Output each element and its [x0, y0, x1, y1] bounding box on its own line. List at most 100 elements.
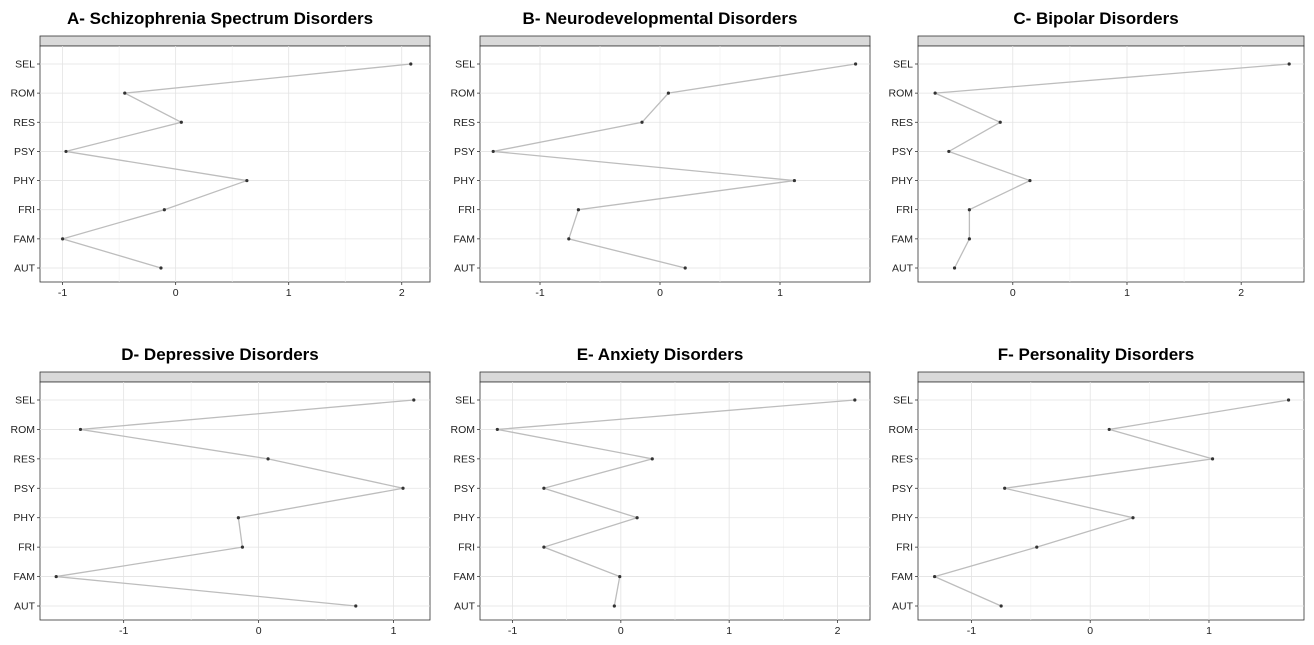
data-point	[933, 574, 937, 579]
x-tick-label: 2	[835, 625, 841, 637]
data-point	[635, 516, 639, 520]
chart-svg: -1 0 1 SEL ROM RES PSY PHY FRI FAM AUT	[889, 371, 1305, 637]
x-tick-label: 0	[1087, 625, 1093, 637]
facet-strip	[39, 371, 431, 383]
data-point	[245, 178, 249, 183]
data-point	[792, 178, 796, 183]
series-line	[497, 399, 855, 607]
y-tick-label: PHY	[453, 175, 475, 187]
facet-strip	[479, 35, 871, 47]
facet-strip	[917, 35, 1305, 47]
data-point	[640, 120, 644, 124]
y-tick-label: RES	[13, 117, 35, 129]
chart-svg: -1 0 1 SEL ROM RES PSY PHY FRI FAM AUT	[11, 371, 431, 637]
y-tick-label: SEL	[15, 59, 35, 71]
data-point	[666, 91, 670, 95]
x-tick-label: 1	[391, 625, 397, 637]
y-tick-label: AUT	[454, 263, 476, 275]
x-tick-label: 2	[1238, 287, 1244, 299]
x-tick-label: 1	[777, 287, 783, 299]
y-tick-label: SEL	[455, 59, 475, 71]
data-point	[542, 545, 546, 549]
x-tick-label: -1	[508, 625, 517, 637]
y-tick-label: SEL	[455, 395, 475, 407]
y-tick-label: ROM	[889, 424, 914, 436]
facet-strip	[39, 35, 431, 47]
panel-anxiety: E- Anxiety Disorders -1 0 1 2 SEL ROM RES PSY PH…	[440, 340, 880, 642]
series-line	[493, 63, 856, 269]
panel-title: F- Personality Disorders	[997, 345, 1195, 364]
chart-svg: -1 0 1 SEL ROM RES PSY PHY FRI FAM AUT	[451, 35, 871, 299]
plot-frame	[39, 381, 431, 621]
data-point	[412, 398, 416, 402]
data-point	[967, 237, 971, 241]
facet-strip	[479, 371, 871, 383]
y-tick-label: PHY	[13, 512, 35, 524]
y-tick-label: RES	[891, 453, 913, 465]
series-line	[60, 63, 411, 269]
plot-frame	[917, 381, 1305, 621]
data-point	[853, 398, 857, 402]
data-point	[683, 266, 687, 270]
y-tick-label: PSY	[454, 483, 475, 495]
data-point	[576, 208, 580, 212]
x-tick-label: -1	[535, 287, 544, 299]
x-tick-label: 2	[399, 287, 405, 299]
y-tick-label: AUT	[892, 263, 914, 275]
data-point	[612, 604, 616, 608]
y-tick-label: ROM	[451, 424, 476, 436]
y-tick-label: FRI	[458, 542, 475, 554]
y-tick-label: PSY	[454, 146, 475, 158]
x-tick-label: 1	[1206, 625, 1212, 637]
y-tick-label: FAM	[891, 571, 913, 583]
data-point	[491, 149, 495, 154]
y-tick-label: PSY	[892, 146, 913, 158]
data-point	[401, 486, 405, 490]
x-tick-label: 0	[1010, 287, 1016, 299]
plot-frame	[917, 45, 1305, 283]
y-tick-label: FRI	[18, 542, 35, 554]
data-point	[78, 427, 83, 432]
y-tick-label: RES	[891, 117, 913, 129]
data-point	[409, 62, 413, 66]
data-point	[159, 266, 163, 270]
data-point	[1107, 427, 1111, 432]
data-point	[354, 604, 358, 608]
data-point	[1210, 457, 1215, 461]
data-point	[567, 237, 571, 241]
panel-title: A- Schizophrenia Spectrum Disorders	[66, 9, 374, 28]
chart-svg: -1 0 1 2 SEL ROM RES PSY PHY FRI FAM AUT	[451, 371, 871, 637]
x-tick-label: 0	[657, 287, 663, 299]
data-point	[542, 486, 546, 490]
y-tick-label: ROM	[889, 88, 914, 100]
y-tick-label: ROM	[451, 88, 476, 100]
panel-title: C- Bipolar Disorders	[1013, 9, 1179, 28]
y-tick-label: RES	[13, 453, 35, 465]
y-tick-label: FRI	[896, 204, 913, 216]
data-point	[1028, 178, 1032, 183]
data-point	[650, 457, 654, 461]
x-tick-label: 1	[286, 287, 292, 299]
x-tick-label: 1	[726, 625, 732, 637]
plot-frame	[479, 45, 871, 283]
data-point	[998, 120, 1002, 124]
x-tick-label: 0	[256, 625, 262, 637]
data-point	[952, 266, 957, 270]
y-tick-label: PSY	[892, 483, 913, 495]
y-tick-label: SEL	[893, 59, 913, 71]
y-tick-label: PHY	[891, 512, 913, 524]
data-point	[1003, 486, 1007, 490]
y-tick-label: FRI	[458, 204, 475, 216]
data-point	[1286, 398, 1291, 402]
y-tick-label: SEL	[15, 395, 35, 407]
y-tick-label: FAM	[453, 233, 475, 245]
data-point	[967, 208, 971, 212]
data-point	[236, 516, 240, 520]
y-tick-label: SEL	[893, 395, 913, 407]
x-tick-label: 0	[173, 287, 179, 299]
y-tick-label: FRI	[896, 542, 913, 554]
y-tick-label: FAM	[13, 233, 35, 245]
y-tick-label: PHY	[13, 175, 35, 187]
data-point	[240, 545, 245, 549]
y-tick-label: FRI	[18, 204, 35, 216]
